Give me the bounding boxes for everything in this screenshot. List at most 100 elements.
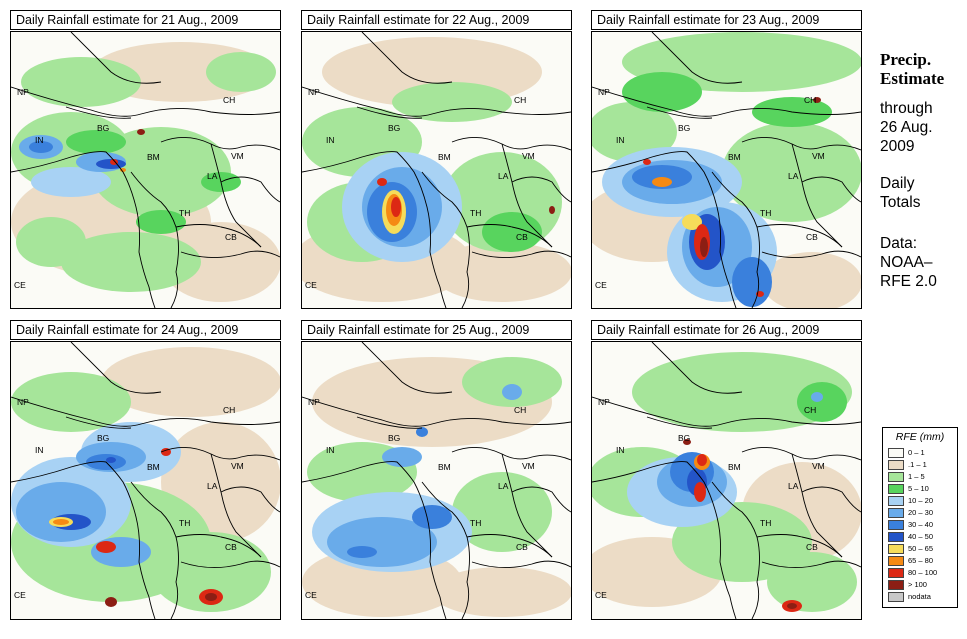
- country-label-np: NP: [17, 87, 29, 97]
- country-label-bg: BG: [388, 433, 401, 443]
- country-label-np: NP: [17, 397, 29, 407]
- country-label-cb: CB: [516, 542, 528, 552]
- legend-item: nodata: [888, 592, 954, 603]
- panel-title: Daily Rainfall estimate for 25 Aug., 200…: [301, 320, 572, 340]
- country-label-th: TH: [760, 208, 772, 218]
- through-label: through 26 Aug. 2009: [880, 99, 965, 156]
- panel-title: Daily Rainfall estimate for 21 Aug., 200…: [10, 10, 281, 30]
- country-label-la: LA: [207, 171, 218, 181]
- country-label-ce: CE: [305, 590, 317, 600]
- legend-item: 65 – 80: [888, 556, 954, 567]
- country-label-bg: BG: [678, 433, 691, 443]
- country-label-vm: VM: [231, 151, 244, 161]
- legend-label: 40 – 50: [908, 532, 934, 541]
- map-panel-aug25: Daily Rainfall estimate for 25 Aug., 200…: [301, 320, 572, 620]
- country-label-in: IN: [326, 135, 335, 145]
- side-title: Precip. Estimate: [880, 50, 965, 88]
- country-label-ce: CE: [14, 280, 26, 290]
- country-label-in: IN: [616, 445, 625, 455]
- legend-label: 5 – 10: [908, 484, 929, 493]
- rainfall-map: NP CH IN BG BM VM LA TH CB CE: [301, 31, 572, 309]
- legend-swatch: [888, 532, 904, 542]
- legend-swatch: [888, 448, 904, 458]
- panel-title: Daily Rainfall estimate for 23 Aug., 200…: [591, 10, 862, 30]
- country-label-bg: BG: [388, 123, 401, 133]
- country-label-bg: BG: [678, 123, 691, 133]
- daily-text: Daily: [880, 175, 915, 192]
- legend-swatch: [888, 592, 904, 602]
- country-label-bm: BM: [438, 152, 451, 162]
- legend-swatch: [888, 472, 904, 482]
- map-panel-aug23: Daily Rainfall estimate for 23 Aug., 200…: [591, 10, 862, 309]
- country-label-vm: VM: [231, 461, 244, 471]
- legend-swatch: [888, 484, 904, 494]
- country-label-bm: BM: [147, 462, 160, 472]
- rainfall-map-graphic: [11, 342, 280, 619]
- country-label-ce: CE: [305, 280, 317, 290]
- country-label-la: LA: [788, 171, 799, 181]
- country-label-la: LA: [498, 481, 509, 491]
- legend-item: 0 – 1: [888, 448, 954, 459]
- rainfall-map-graphic: [302, 32, 571, 308]
- rainfall-map-graphic: [11, 32, 280, 308]
- map-panel-aug21: Daily Rainfall estimate for 21 Aug., 200…: [10, 10, 281, 309]
- legend-label: > 100: [908, 580, 927, 589]
- rainfall-map: NP CH IN BG BM VM LA TH CB CE: [301, 341, 572, 620]
- rain-field: [302, 37, 571, 302]
- legend-item: 80 – 100: [888, 568, 954, 579]
- country-label-np: NP: [598, 397, 610, 407]
- rain-field: [302, 357, 571, 617]
- country-label-cb: CB: [806, 232, 818, 242]
- country-label-ch: CH: [223, 405, 236, 415]
- borders: [11, 32, 280, 308]
- legend-item: 10 – 20: [888, 496, 954, 507]
- legend-label: 80 – 100: [908, 568, 938, 577]
- title-line-estimate: Estimate: [880, 69, 945, 88]
- borders: [592, 342, 861, 619]
- legend-swatch: [888, 544, 904, 554]
- legend-swatch: [888, 520, 904, 530]
- rainfall-map: NP CH IN BG BM VM LA TH CB CE: [591, 31, 862, 309]
- country-label-vm: VM: [522, 151, 535, 161]
- legend-item: 40 – 50: [888, 532, 954, 543]
- country-label-ce: CE: [595, 280, 607, 290]
- country-label-ch: CH: [223, 95, 236, 105]
- country-label-np: NP: [308, 397, 320, 407]
- legend-label: 0 – 1: [908, 448, 925, 457]
- legend-swatch: [888, 556, 904, 566]
- legend-swatch: [888, 580, 904, 590]
- legend-label: 50 – 65: [908, 544, 934, 553]
- legend-item: > 100: [888, 580, 954, 591]
- country-label-bm: BM: [438, 462, 451, 472]
- panel-title: Daily Rainfall estimate for 24 Aug., 200…: [10, 320, 281, 340]
- country-label-np: NP: [308, 87, 320, 97]
- borders: [592, 32, 861, 308]
- country-label-bg: BG: [97, 123, 110, 133]
- source-noaa: NOAA–: [880, 254, 933, 271]
- legend-label: 20 – 30: [908, 508, 934, 517]
- data-text: Data:: [880, 235, 918, 252]
- legend-label: 30 – 40: [908, 520, 934, 529]
- borders: [302, 342, 571, 619]
- title-line-precip: Precip.: [880, 50, 932, 69]
- rainfall-map-graphic: [592, 342, 861, 619]
- rainfall-map: NP CH IN BG BM VM LA TH CB CE: [10, 31, 281, 309]
- country-label-ch: CH: [514, 95, 527, 105]
- country-label-in: IN: [35, 445, 44, 455]
- country-label-ch: CH: [514, 405, 527, 415]
- legend-label: 1 – 5: [908, 472, 925, 481]
- rain-field: [11, 42, 280, 302]
- country-label-cb: CB: [225, 232, 237, 242]
- map-panel-aug24: Daily Rainfall estimate for 24 Aug., 200…: [10, 320, 281, 620]
- country-label-vm: VM: [812, 461, 825, 471]
- panel-title: Daily Rainfall estimate for 22 Aug., 200…: [301, 10, 572, 30]
- legend-label: nodata: [908, 592, 931, 601]
- rainfall-map-graphic: [302, 342, 571, 619]
- country-label-la: LA: [207, 481, 218, 491]
- legend-item: 20 – 30: [888, 508, 954, 519]
- country-label-ce: CE: [595, 590, 607, 600]
- rainfall-map-graphic: [592, 32, 861, 308]
- country-label-la: LA: [788, 481, 799, 491]
- country-label-bm: BM: [728, 152, 741, 162]
- country-label-th: TH: [179, 208, 191, 218]
